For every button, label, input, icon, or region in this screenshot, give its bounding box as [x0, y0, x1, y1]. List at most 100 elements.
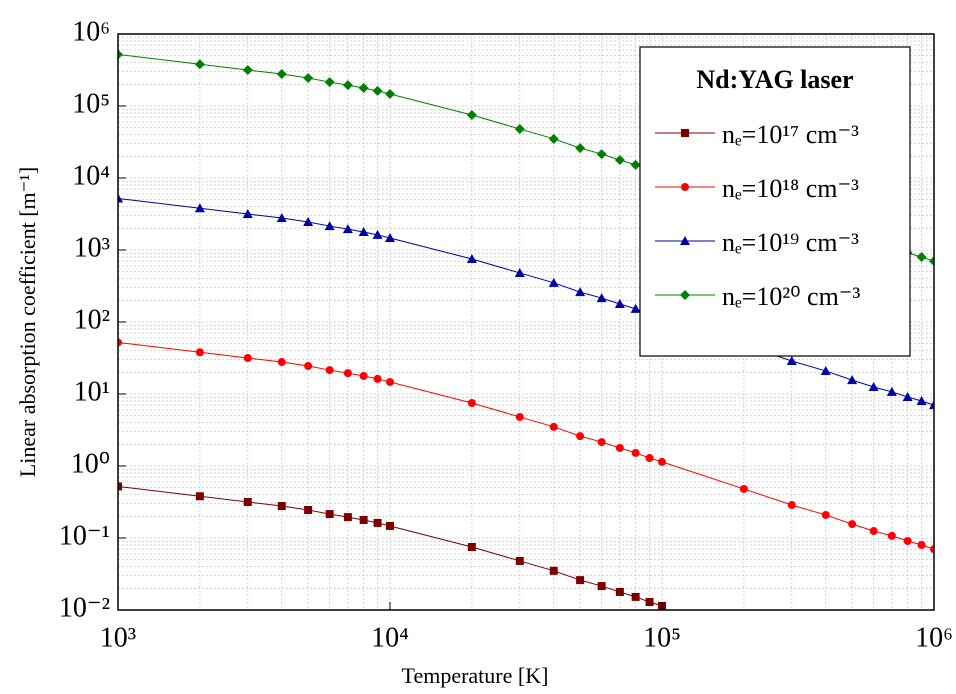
marker — [118, 338, 122, 347]
marker — [303, 72, 314, 83]
marker — [343, 513, 352, 522]
y-tick-label: 10⁻¹ — [59, 520, 110, 551]
marker — [615, 587, 624, 596]
marker — [903, 536, 912, 545]
marker — [902, 391, 913, 401]
marker — [242, 65, 253, 76]
marker — [277, 502, 286, 511]
marker — [342, 224, 353, 234]
legend-label: nₑ=10¹⁷ cm⁻³ — [722, 120, 859, 149]
legend-box — [639, 46, 911, 357]
marker — [680, 290, 690, 300]
marker — [276, 69, 287, 80]
marker — [681, 183, 689, 191]
marker — [869, 527, 878, 536]
marker — [372, 85, 383, 96]
marker — [787, 501, 796, 510]
y-tick-label: 10³ — [74, 232, 110, 263]
marker — [342, 80, 353, 91]
y-tick-label: 10² — [74, 304, 110, 335]
marker — [467, 398, 476, 407]
marker — [549, 566, 558, 575]
marker — [821, 510, 830, 519]
marker — [359, 371, 368, 380]
marker — [514, 267, 525, 277]
marker — [596, 149, 607, 160]
marker — [466, 253, 477, 263]
y-axis-label: Linear absorption coefficient [m⁻¹] — [15, 167, 40, 477]
y-tick-label: 10⁶ — [72, 16, 110, 47]
marker — [929, 256, 934, 267]
legend: Nd:YAG laser nₑ=10¹⁷ cm⁻³ nₑ=10¹⁸ cm⁻³ nₑ=… — [639, 46, 911, 357]
marker — [276, 213, 287, 223]
x-axis-label: Temperature [K] — [402, 663, 549, 688]
marker — [786, 356, 797, 366]
marker — [596, 293, 607, 303]
marker — [820, 365, 831, 375]
marker — [303, 216, 314, 226]
marker — [467, 542, 476, 551]
marker — [373, 374, 382, 383]
marker — [195, 492, 204, 501]
grid — [117, 33, 935, 611]
marker — [194, 203, 205, 213]
marker — [614, 298, 625, 308]
marker — [929, 400, 934, 410]
marker — [195, 348, 204, 357]
marker — [118, 482, 122, 491]
marker — [631, 592, 640, 601]
series-line — [118, 197, 934, 406]
marker — [681, 129, 689, 137]
marker — [630, 303, 641, 313]
marker — [576, 432, 585, 441]
marker — [304, 361, 313, 370]
marker — [645, 454, 654, 463]
marker — [372, 229, 383, 239]
marker — [645, 598, 654, 607]
marker — [243, 498, 252, 507]
y-tick-label: 10⁰ — [71, 448, 110, 479]
y-tick-label: 10⁻² — [59, 592, 110, 623]
marker — [597, 582, 606, 591]
marker — [515, 556, 524, 565]
marker — [917, 540, 926, 549]
marker — [868, 382, 879, 392]
marker — [118, 49, 123, 60]
legend-label: nₑ=10²⁰ cm⁻³ — [722, 282, 861, 311]
ticks: 10³ 10⁴ 10⁵ 10⁶ 10⁻² 10⁻¹ 10⁰ 10¹ 10² 10³ 10⁴ 10⁵ 10… — [59, 16, 953, 653]
y-tick-label: 10⁵ — [72, 88, 110, 119]
marker — [575, 143, 586, 154]
marker — [242, 209, 253, 219]
marker — [614, 154, 625, 165]
marker — [118, 193, 123, 203]
marker — [386, 521, 394, 530]
marker — [373, 518, 382, 527]
marker — [359, 515, 368, 524]
marker — [358, 82, 369, 93]
legend-label: nₑ=10¹⁸ cm⁻³ — [722, 174, 859, 203]
x-tick-label: 10⁵ — [643, 622, 681, 653]
marker — [343, 369, 352, 378]
marker — [358, 226, 369, 236]
legend-label: nₑ=10¹⁹ cm⁻³ — [722, 228, 859, 257]
marker — [243, 354, 252, 363]
marker — [324, 221, 335, 231]
marker — [739, 484, 748, 493]
x-tick-label: 10⁴ — [371, 622, 409, 653]
marker — [597, 438, 606, 447]
marker — [514, 123, 525, 134]
marker — [575, 287, 586, 297]
marker — [916, 395, 927, 405]
marker — [916, 251, 927, 262]
x-tick-label: 10³ — [100, 622, 136, 653]
series-line — [118, 341, 934, 550]
marker — [847, 375, 858, 385]
legend-title: Nd:YAG laser — [696, 65, 853, 94]
marker — [194, 59, 205, 70]
marker — [325, 510, 334, 519]
marker — [548, 133, 559, 144]
marker — [277, 358, 286, 367]
marker — [576, 576, 585, 585]
marker — [886, 386, 897, 396]
